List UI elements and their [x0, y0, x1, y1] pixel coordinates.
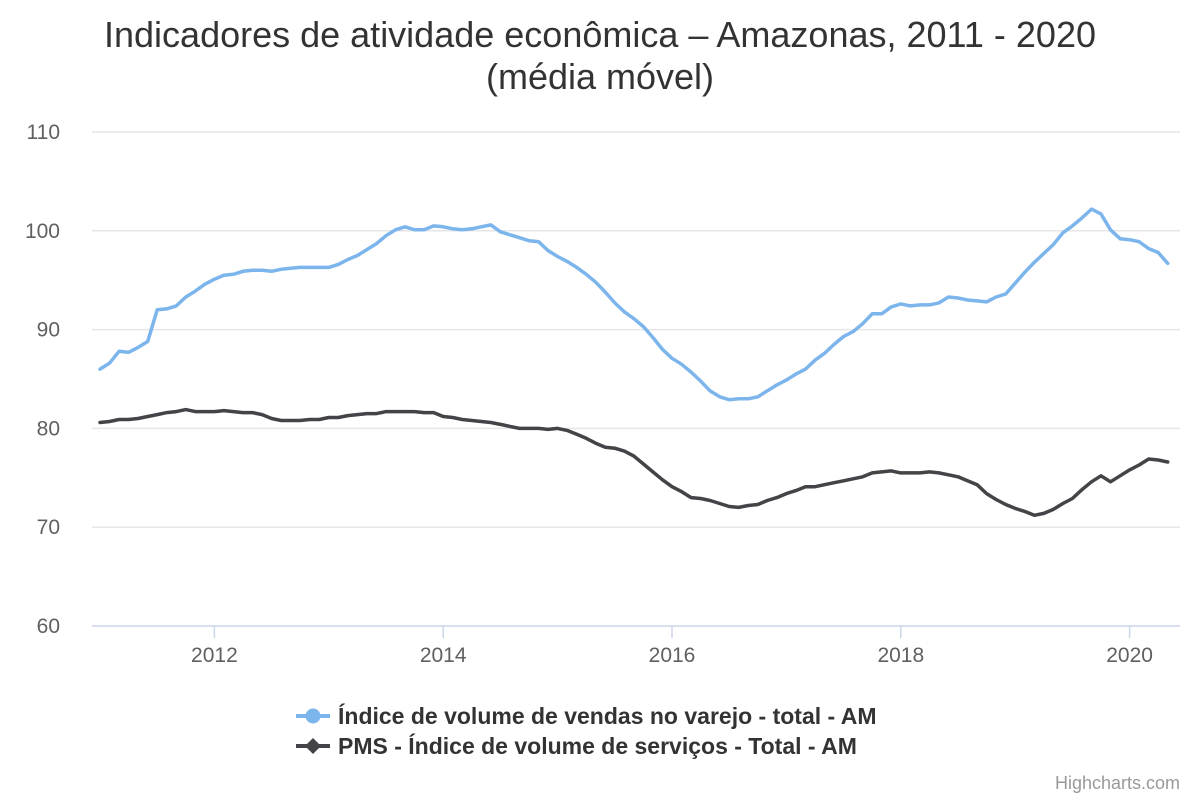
x-tick-label-2018: 2018: [877, 644, 924, 667]
chart-title-text: Indicadores de atividade econômica – Ama…: [104, 14, 1096, 55]
legend-label-services: PMS - Índice de volume de serviços - Tot…: [338, 732, 857, 759]
y-tick-label-90: 90: [37, 319, 60, 342]
plot-area: 60 70 80 90 100 110 2012 2014 2016 2018 2020: [25, 121, 1180, 667]
x-tick-label-2020: 2020: [1106, 644, 1153, 667]
legend-item-services[interactable]: PMS - Índice de volume de serviços - Tot…: [296, 731, 857, 761]
chart-subtitle-text: (média móvel): [485, 56, 715, 97]
y-tick-label-80: 80: [37, 417, 60, 440]
y-tick-label-110: 110: [27, 121, 60, 144]
x-tick-label-2014: 2014: [420, 644, 467, 667]
credits-link[interactable]: Highcharts.com: [1054, 773, 1180, 793]
x-tick-label-2016: 2016: [649, 644, 696, 667]
legend-symbol-circle-icon: [296, 708, 330, 724]
legend-item-retail[interactable]: Índice de volume de vendas no varejo - t…: [296, 701, 876, 731]
y-tick-label-100: 100: [25, 220, 60, 243]
x-tick-label-2012: 2012: [191, 644, 238, 667]
series-line-services-volume: [98, 407, 1170, 518]
y-tick-label-60: 60: [37, 615, 60, 638]
legend-symbol-diamond-icon: [296, 738, 330, 754]
series-line-retail-volume: [98, 207, 1170, 402]
chart-title: Indicadores de atividade econômica – Ama…: [0, 14, 1200, 98]
legend-label-retail: Índice de volume de vendas no varejo - t…: [338, 702, 877, 729]
y-tick-label-70: 70: [37, 516, 60, 539]
